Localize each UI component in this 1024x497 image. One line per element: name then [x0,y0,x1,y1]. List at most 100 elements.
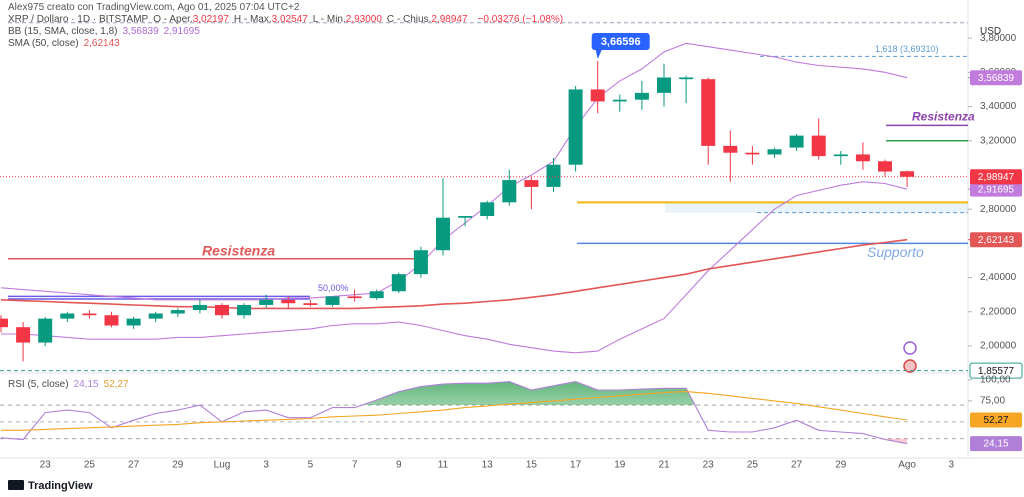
candle [303,299,318,307]
symbol-title: XRP / Dollaro · 1D · BITSTAMP [8,14,149,25]
level-label: Resistenza [202,242,275,258]
y-tick-label: 100,00 [980,375,1011,386]
y-tick-label: 3,40000 [980,101,1017,112]
candle-body [723,145,738,153]
y-tick-label: 2,20000 [980,306,1017,317]
candle [701,77,716,165]
candle-body [259,299,274,305]
currency: USD [980,26,1002,37]
candle-body [391,274,406,292]
overlay-tag: 3,56839 [978,73,1015,84]
candle-body [458,216,473,218]
level-tag: 1,85577 [978,366,1015,377]
candle-body [590,89,605,102]
level-tag-bg [969,362,1023,379]
ohlc-value: 3,02197 [192,14,229,25]
candle [612,94,627,112]
candle-body [413,250,428,275]
candle [723,130,738,182]
candle [436,178,450,256]
overlay-line [0,42,908,301]
candle-body [325,296,340,305]
candle-body [546,164,561,187]
candle-body [480,202,495,217]
x-tick-label: 21 [658,460,670,471]
candle [789,133,804,152]
y-tick-label: 2,00000 [980,341,1017,352]
candle-body [634,92,649,100]
y-tick-label: 3,20000 [980,135,1017,146]
close-tag-bg [970,169,1022,185]
event-icon[interactable] [903,341,917,355]
overbought-fill [361,381,695,406]
ohlc-value: 3,02547 [271,14,308,25]
level-label: 1,618 (3,69310) [875,44,939,54]
x-tick-label: 3 [263,460,269,471]
candle [281,296,296,309]
candle [767,147,782,158]
logo-text: TradingView [28,480,93,492]
candle [347,289,362,302]
candle-body [192,304,207,311]
rsi-tag: 24,15 [983,439,1008,450]
ohlc-label: L - Min. [312,14,346,25]
candle [900,170,915,187]
rsi-line [0,381,908,445]
overlay-line [1,181,908,354]
candle-body [369,291,384,299]
candle-body [0,318,8,328]
x-tick-label: 7 [352,460,358,471]
candle [634,80,649,110]
rsi-tag-bg [970,412,1022,428]
close-tag: 2,98947 [978,172,1015,183]
candle-body [679,77,694,80]
candle-body [701,79,716,146]
overlay-tag: 2,91695 [978,184,1015,195]
y-tick-label: 2,80000 [980,204,1017,215]
candle [524,176,539,210]
zone [665,202,968,213]
ohlc-value: 2,93000 [345,14,382,25]
candle [16,322,31,362]
sma-name: SMA (50, close) [8,38,79,49]
candle [148,311,163,323]
candle [657,63,671,107]
x-tick-label: 27 [791,460,803,471]
bb-name: BB (15, SMA, close, 1,8) [8,26,118,37]
level-label: Supporto [867,244,924,260]
candle [590,61,605,114]
candle [502,169,517,206]
candle [679,75,694,104]
candle-body [745,152,760,155]
candle-body [568,89,583,165]
candle-body [436,217,450,251]
x-tick-label: 27 [128,460,140,471]
bb-lower-value: 2,91695 [163,26,200,37]
candle-body [104,315,119,326]
x-tick-label: 25 [84,460,96,471]
candle-body [789,135,804,148]
y-tick-label: 2,40000 [980,272,1017,283]
candle [82,310,97,319]
sma-value: 2,62143 [83,38,120,49]
x-tick-label: 29 [172,460,184,471]
credit: Alex975 creato con TradingView.com, Ago … [8,2,300,13]
overlay-tag-bg [970,70,1022,86]
x-tick-label: 5 [308,460,314,471]
x-tick-label: 25 [747,460,759,471]
candle [546,157,561,193]
candle [811,118,826,160]
x-tick-label: Lug [214,460,231,471]
x-tick-label: 23 [40,460,52,471]
candle-body [524,180,539,187]
candle [833,151,848,165]
candle-body [237,304,252,316]
event-icon[interactable] [903,359,917,373]
candle-body [38,318,53,343]
rsi-tag-bg [970,436,1022,452]
overlay-tag-bg [970,232,1022,248]
rsi-tag: 52,27 [983,415,1008,426]
x-tick-label: 23 [703,460,715,471]
candle [325,296,340,307]
